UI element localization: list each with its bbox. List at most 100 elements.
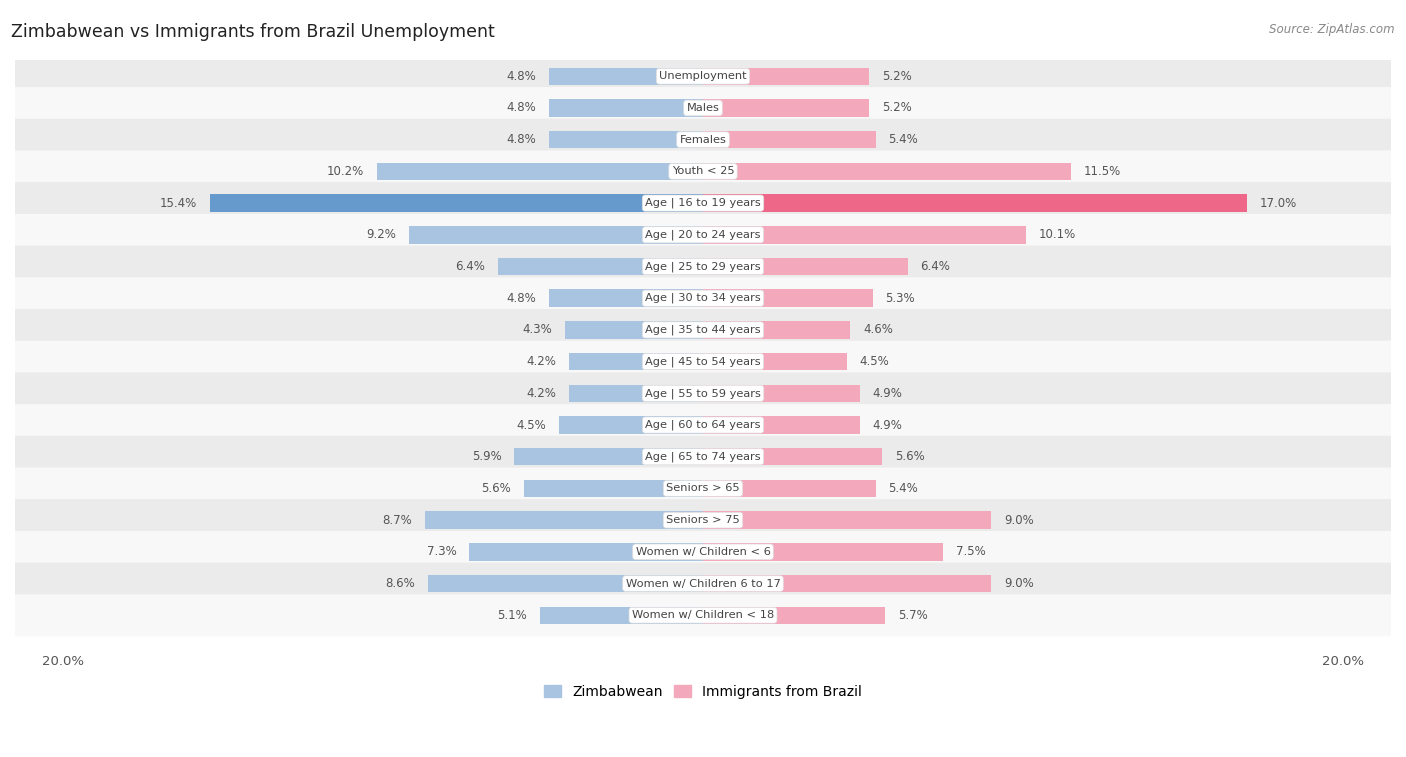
FancyBboxPatch shape xyxy=(10,468,1396,509)
FancyBboxPatch shape xyxy=(10,309,1396,350)
Text: 5.2%: 5.2% xyxy=(882,70,912,83)
FancyBboxPatch shape xyxy=(10,55,1396,97)
Bar xyxy=(703,195,1247,212)
Text: 10.1%: 10.1% xyxy=(1039,229,1076,241)
Text: 17.0%: 17.0% xyxy=(1260,197,1298,210)
Bar xyxy=(703,353,846,370)
Text: 7.3%: 7.3% xyxy=(427,545,457,559)
Bar xyxy=(703,512,991,529)
Text: 4.9%: 4.9% xyxy=(873,387,903,400)
FancyBboxPatch shape xyxy=(10,151,1396,192)
Bar xyxy=(703,321,851,338)
Text: Women w/ Children < 18: Women w/ Children < 18 xyxy=(631,610,775,620)
FancyBboxPatch shape xyxy=(10,372,1396,414)
Text: 10.2%: 10.2% xyxy=(326,165,364,178)
Bar xyxy=(565,321,703,338)
Text: 6.4%: 6.4% xyxy=(921,260,950,273)
FancyBboxPatch shape xyxy=(10,277,1396,319)
Bar xyxy=(409,226,703,244)
Bar xyxy=(568,385,703,402)
Text: 4.5%: 4.5% xyxy=(516,419,546,431)
Text: Seniors > 65: Seniors > 65 xyxy=(666,484,740,494)
Text: 8.7%: 8.7% xyxy=(382,514,412,527)
Bar xyxy=(498,258,703,276)
Bar xyxy=(703,606,886,624)
FancyBboxPatch shape xyxy=(10,594,1396,636)
Text: 9.0%: 9.0% xyxy=(1004,514,1033,527)
Text: 8.6%: 8.6% xyxy=(385,577,415,590)
Text: 6.4%: 6.4% xyxy=(456,260,485,273)
Text: 7.5%: 7.5% xyxy=(956,545,986,559)
Text: Age | 16 to 19 years: Age | 16 to 19 years xyxy=(645,198,761,208)
Bar xyxy=(427,575,703,592)
Text: Age | 45 to 54 years: Age | 45 to 54 years xyxy=(645,357,761,367)
FancyBboxPatch shape xyxy=(10,499,1396,541)
Text: 4.2%: 4.2% xyxy=(526,355,555,368)
Bar xyxy=(540,606,703,624)
Text: Age | 60 to 64 years: Age | 60 to 64 years xyxy=(645,420,761,430)
Text: 4.2%: 4.2% xyxy=(526,387,555,400)
Bar xyxy=(703,575,991,592)
Bar xyxy=(470,543,703,561)
Text: 4.5%: 4.5% xyxy=(860,355,890,368)
Text: Age | 65 to 74 years: Age | 65 to 74 years xyxy=(645,451,761,462)
Text: Source: ZipAtlas.com: Source: ZipAtlas.com xyxy=(1270,23,1395,36)
Bar xyxy=(550,99,703,117)
Text: 4.8%: 4.8% xyxy=(506,101,537,114)
Bar xyxy=(703,543,943,561)
Text: 9.2%: 9.2% xyxy=(366,229,396,241)
Text: 5.1%: 5.1% xyxy=(498,609,527,621)
Bar xyxy=(703,131,876,148)
FancyBboxPatch shape xyxy=(10,119,1396,160)
Text: Age | 35 to 44 years: Age | 35 to 44 years xyxy=(645,325,761,335)
Text: 5.3%: 5.3% xyxy=(886,291,915,305)
Text: 4.6%: 4.6% xyxy=(863,323,893,336)
FancyBboxPatch shape xyxy=(10,531,1396,573)
Text: 15.4%: 15.4% xyxy=(160,197,197,210)
FancyBboxPatch shape xyxy=(10,436,1396,478)
Bar xyxy=(703,258,908,276)
FancyBboxPatch shape xyxy=(10,404,1396,446)
FancyBboxPatch shape xyxy=(10,245,1396,288)
Text: Age | 55 to 59 years: Age | 55 to 59 years xyxy=(645,388,761,399)
Bar xyxy=(550,131,703,148)
Text: Zimbabwean vs Immigrants from Brazil Unemployment: Zimbabwean vs Immigrants from Brazil Une… xyxy=(11,23,495,41)
Text: 5.7%: 5.7% xyxy=(898,609,928,621)
Text: Seniors > 75: Seniors > 75 xyxy=(666,516,740,525)
Text: 5.9%: 5.9% xyxy=(471,450,502,463)
Bar xyxy=(550,67,703,85)
Bar xyxy=(515,448,703,466)
Text: Age | 25 to 29 years: Age | 25 to 29 years xyxy=(645,261,761,272)
Text: 5.6%: 5.6% xyxy=(896,450,925,463)
Bar xyxy=(703,416,860,434)
Bar xyxy=(425,512,703,529)
Bar xyxy=(703,385,860,402)
FancyBboxPatch shape xyxy=(10,341,1396,382)
Text: Youth < 25: Youth < 25 xyxy=(672,167,734,176)
FancyBboxPatch shape xyxy=(10,87,1396,129)
Bar xyxy=(568,353,703,370)
Bar xyxy=(524,480,703,497)
Text: Age | 30 to 34 years: Age | 30 to 34 years xyxy=(645,293,761,304)
Bar xyxy=(703,289,873,307)
Bar xyxy=(703,448,882,466)
Text: 4.9%: 4.9% xyxy=(873,419,903,431)
FancyBboxPatch shape xyxy=(10,562,1396,605)
Bar xyxy=(211,195,703,212)
Bar xyxy=(703,67,869,85)
Text: 4.3%: 4.3% xyxy=(523,323,553,336)
Text: Women w/ Children < 6: Women w/ Children < 6 xyxy=(636,547,770,557)
Text: 4.8%: 4.8% xyxy=(506,70,537,83)
FancyBboxPatch shape xyxy=(10,214,1396,256)
FancyBboxPatch shape xyxy=(10,182,1396,224)
Bar xyxy=(703,99,869,117)
Text: Females: Females xyxy=(679,135,727,145)
Text: 5.4%: 5.4% xyxy=(889,133,918,146)
Text: 9.0%: 9.0% xyxy=(1004,577,1033,590)
Text: 4.8%: 4.8% xyxy=(506,291,537,305)
Text: Unemployment: Unemployment xyxy=(659,71,747,81)
Bar xyxy=(560,416,703,434)
Text: 5.6%: 5.6% xyxy=(481,482,510,495)
Bar xyxy=(703,163,1071,180)
Legend: Zimbabwean, Immigrants from Brazil: Zimbabwean, Immigrants from Brazil xyxy=(538,680,868,705)
